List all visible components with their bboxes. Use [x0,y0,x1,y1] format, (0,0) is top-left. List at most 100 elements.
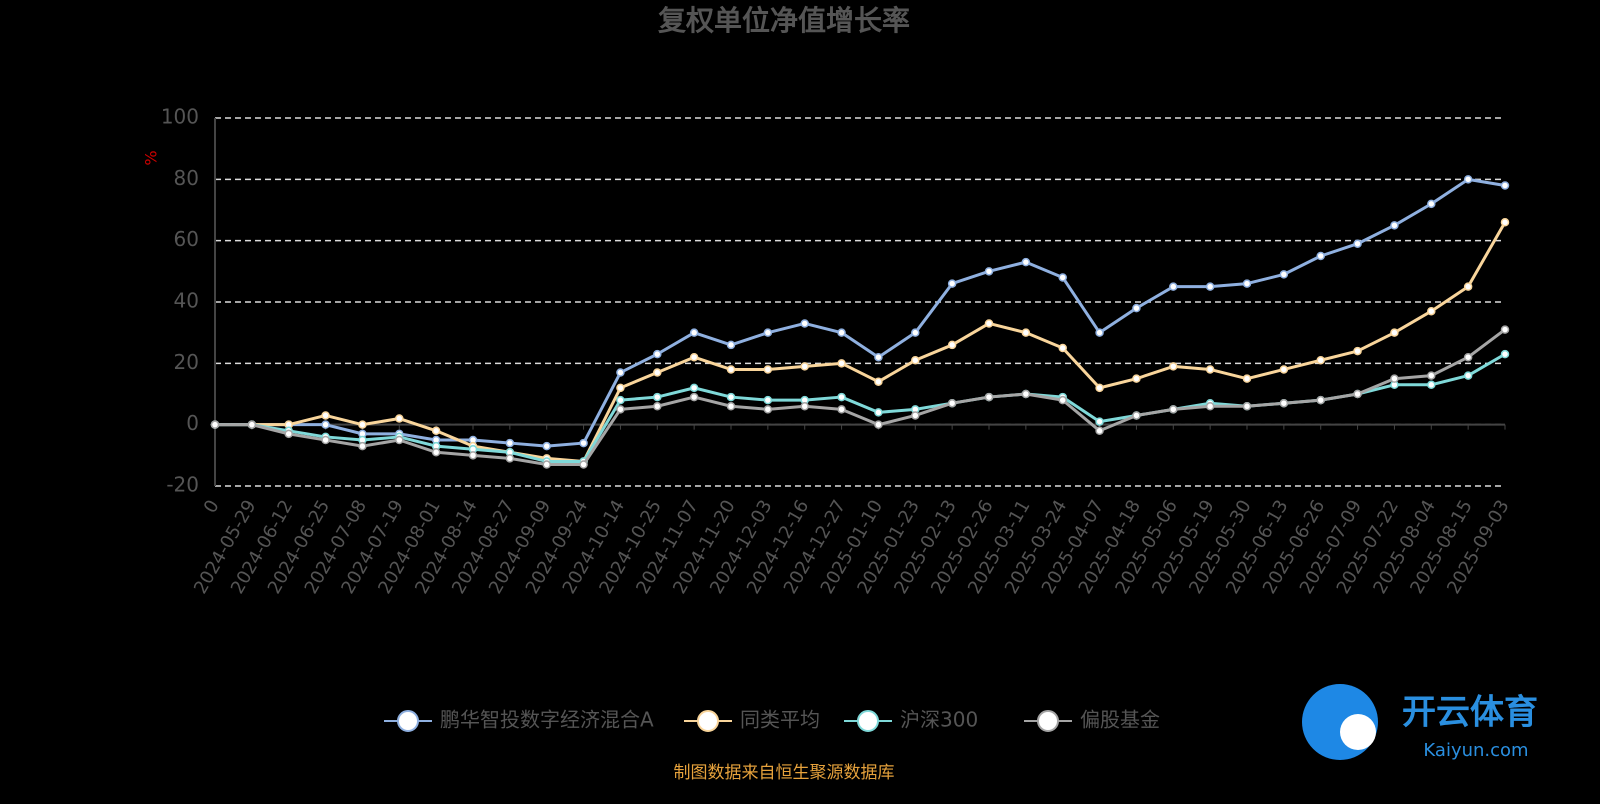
point [726,365,736,374]
point [1058,343,1067,353]
point [1242,402,1252,411]
series-line [215,328,1506,467]
point [542,441,551,451]
y-tick-label: 0 [186,411,199,435]
point [1279,270,1289,279]
point [358,420,367,429]
point [947,340,957,350]
point [616,405,625,414]
point [763,365,773,374]
point [689,328,699,337]
legend-label: 偏股基金 [1080,708,1160,732]
point [431,426,441,436]
y-tick-label: 80 [174,166,199,190]
point [431,448,441,457]
point [837,328,846,337]
series-line [215,221,1507,463]
point [1058,273,1067,282]
point [1132,411,1141,420]
point [1427,371,1436,380]
point [210,420,220,429]
legend-item[interactable]: 鹏华智投数字经济混合A [384,708,654,732]
point [468,451,478,460]
point [947,398,957,408]
series-line [215,352,1506,463]
point [1095,328,1104,337]
point [1427,380,1436,390]
point [726,402,736,411]
source-note: 制图数据来自恒生聚源数据库 [674,763,895,783]
point [800,362,809,371]
point [947,279,957,288]
point [1500,349,1510,359]
point [1095,383,1104,393]
point [1132,374,1141,383]
point [689,383,699,393]
point [1095,417,1104,426]
point [247,420,257,429]
point [616,368,625,377]
watermark-brand: 开云体育 [1402,693,1538,733]
legend-label: 鹏华智投数字经济混合A [440,708,654,732]
point [800,319,809,328]
y-tick-label: 20 [174,350,199,374]
point [1132,303,1141,313]
point [1500,181,1510,190]
point [1095,426,1104,436]
point [1390,328,1399,337]
y-axis-label: % [142,150,161,165]
point [984,267,994,276]
point [505,454,515,463]
point [837,359,846,368]
legend-item[interactable]: 同类平均 [684,708,820,732]
point [1463,371,1473,380]
point [1279,398,1289,408]
point [1353,346,1362,356]
point [984,392,994,402]
y-tick-label: -20 [166,473,199,497]
point [1242,374,1252,383]
point [1169,405,1178,414]
legend-item[interactable]: 偏股基金 [1024,708,1160,732]
point [689,392,699,402]
point [1205,402,1215,411]
y-tick-label: 100 [161,105,199,129]
point [763,405,773,414]
point [1021,257,1031,267]
point [911,356,920,365]
point [1021,389,1031,399]
point [1279,365,1289,374]
point [1316,251,1325,261]
watermark: 开云体育 Kaiyun.com [1302,684,1538,761]
chart-title: 复权单位净值增长率 [658,4,910,37]
point [763,395,773,405]
point [1316,395,1325,405]
x-tick-label: 0 [200,497,224,517]
point [1353,389,1362,399]
legend-marker [397,710,419,732]
point [284,429,293,439]
point [837,392,846,402]
y-tick-label: 60 [174,227,199,251]
point [579,460,588,469]
point [1205,365,1215,374]
point [874,377,883,386]
point [1021,328,1031,337]
point [1500,325,1510,334]
legend-item[interactable]: 沪深300 [844,708,978,732]
legend-label: 沪深300 [900,708,978,732]
point [911,411,920,420]
point [763,328,773,337]
point [616,383,625,393]
point [616,395,625,405]
point [1500,218,1510,227]
point [911,328,920,337]
point [874,420,883,429]
point [321,435,330,445]
point [653,368,662,377]
legend-marker [697,710,719,732]
legend-marker [1037,710,1059,732]
point [1169,282,1178,291]
